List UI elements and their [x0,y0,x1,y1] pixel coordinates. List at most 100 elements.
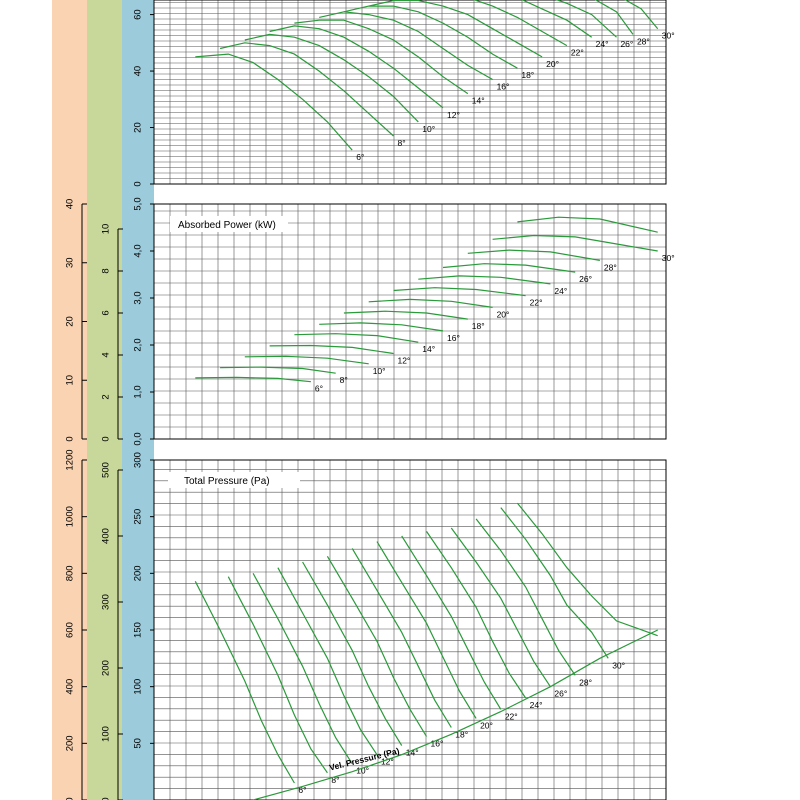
band-orange [52,0,87,800]
angle-label: 22° [505,711,518,721]
orange-lower-tick-label: 1000 [65,506,76,527]
panel-top: 0 20 40 60 6° 8° 10° 12° 14° 16° 18° 20° 22° 24° 26° 28… [133,0,675,187]
angle-label: 20° [546,59,559,69]
y-tick-label: 250 [133,509,144,525]
angle-label: 30° [612,660,625,670]
y-tick-label: 50 [133,738,144,749]
series-line [219,42,394,137]
angle-label: 24° [596,39,609,49]
panel-middle: 0,0 1,0 2,0 3,0 4,0 5,0 Absorbed Power (kW) 6° 8… [133,197,675,445]
series-line [244,355,369,365]
series-line [277,567,378,756]
panel-bottom: 50 100 150 200 250 300 Total Pressure (Pa) 6° 8°… [133,452,667,800]
series-line [319,11,493,81]
orange-upper-tick-label: 40 [65,199,76,210]
y-tick-label: 5,0 [133,197,144,210]
series-line [368,298,493,308]
angle-label: 6° [298,785,306,795]
angle-label: 8° [340,375,348,385]
plot-frame [153,0,667,185]
angle-label: 18° [472,321,485,331]
angle-label: 10° [356,766,369,776]
angle-label: 6° [315,384,323,394]
series-line [343,310,468,320]
angle-label: 8° [397,138,405,148]
series-line [475,518,576,676]
series-line [450,527,551,688]
green-lower-tick-label: 100 [101,726,112,742]
series-line [368,0,543,58]
y-tick-label: 300 [133,452,144,468]
series-line [426,531,527,699]
series-line [555,0,617,38]
series-line [195,53,353,151]
y-tick-label: 20 [133,122,144,133]
angle-label: 18° [455,729,468,739]
plot-frame [153,203,667,440]
chart-panels: 0 20 40 60 6° 8° 10° 12° 14° 16° 18° 20° 22° 24° 26° 28… [133,0,675,800]
series-line [500,507,609,659]
orange-lower-tick-label: 800 [65,565,76,581]
green-upper-tick-label: 10 [101,224,112,235]
orange-upper-tick-label: 30 [65,257,76,268]
angle-label: 26° [554,689,567,699]
series-line [194,581,295,784]
chart-title: Absorbed Power (kW) [178,220,276,231]
green-upper-tick-label: 2 [101,394,112,399]
series-line [252,573,353,765]
series-line [517,216,658,233]
orange-lower-tick-label: 1200 [65,449,76,470]
angle-label: 16° [447,333,460,343]
angle-label: 12° [447,110,460,120]
series-line [376,541,477,719]
green-lower-tick-label: 300 [101,594,112,610]
angle-label: 18° [521,70,534,80]
angle-label: 26° [579,274,592,284]
angle-label: 20° [497,309,510,319]
angle-label: 24° [530,700,543,710]
y-tick-label: 0 [133,181,144,186]
angle-label: 30° [662,31,675,41]
chart-title: Total Pressure (Pa) [184,476,270,487]
y-tick-label: 1,0 [133,385,144,398]
angle-label: 14° [406,748,419,758]
series-line [393,0,568,47]
angle-label: 16° [431,739,444,749]
series-line [195,376,311,383]
green-upper-tick-label: 0 [101,436,112,441]
series-line [302,561,403,746]
angle-label: 6° [356,152,364,162]
green-lower-tick-label: 500 [101,462,112,478]
series-line [294,333,419,343]
series-line [351,548,452,728]
vel-pressure-line [252,629,658,800]
y-tick-label: 2,0 [133,338,144,351]
green-lower-tick-label: 400 [101,528,112,544]
orange-lower-tick-label: 600 [65,622,76,638]
series-line [442,263,576,273]
series-line [319,322,444,332]
angle-label: 12° [381,757,394,767]
y-tick-label: 60 [133,9,144,20]
orange-lower-tick-label: 400 [65,679,76,695]
series-line [624,0,659,30]
angle-label: 22° [530,298,543,308]
angle-label: 10° [422,124,435,134]
series-line [516,502,658,637]
angle-label: 24° [554,286,567,296]
angle-label: 8° [331,775,339,785]
green-lower-tick-label: 200 [101,660,112,676]
orange-lower-tick-label: 0 [65,797,76,800]
series-line [326,555,428,737]
series-line [401,535,502,710]
chart-title-box [168,472,300,488]
series-line [220,366,336,374]
green-lower-tick-label: 0 [101,797,112,800]
band-blue [122,0,154,800]
series-line [343,5,518,69]
angle-label: 10° [373,366,386,376]
series-line [467,249,601,261]
series-line [244,33,419,123]
